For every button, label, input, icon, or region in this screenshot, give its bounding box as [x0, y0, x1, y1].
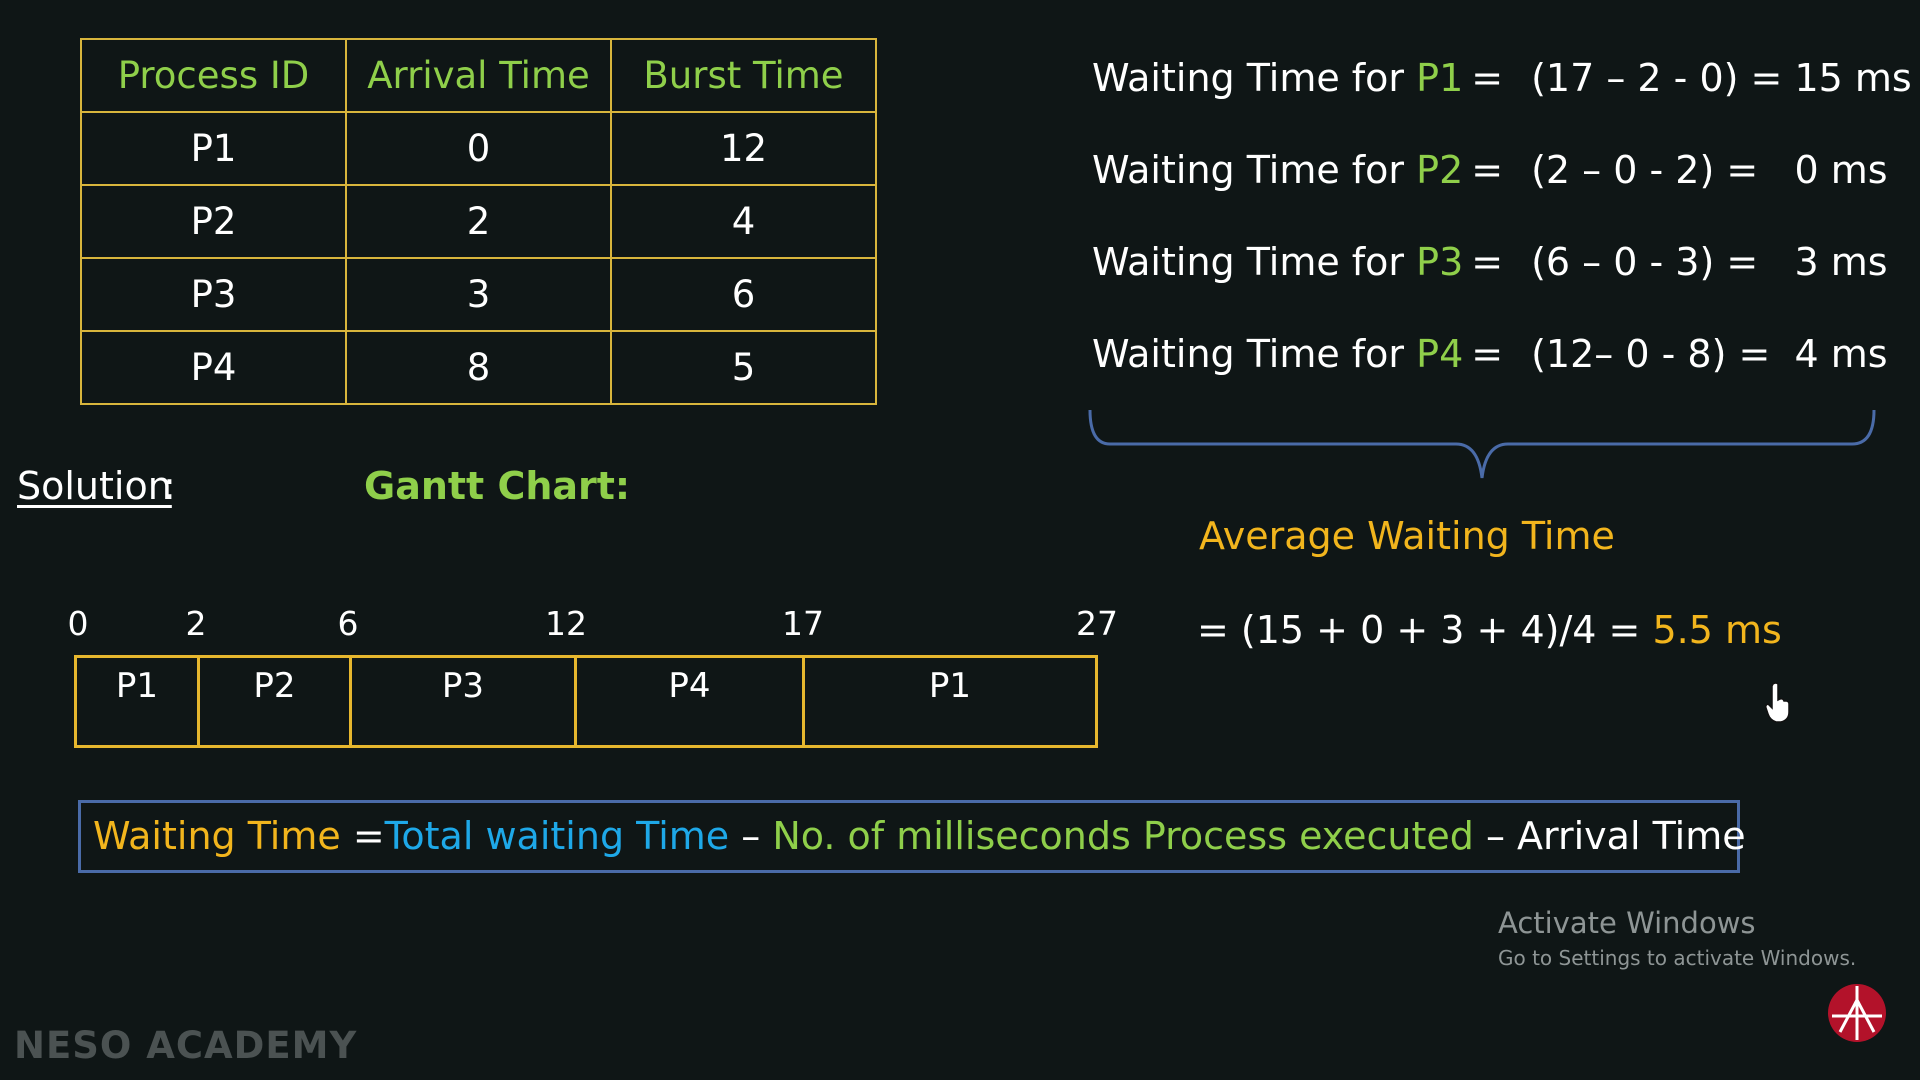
formula-total-waiting-time: Total waiting Time	[384, 814, 730, 858]
waiting-time-prefix: Waiting Time for	[1092, 240, 1405, 284]
table-row: P4 8 5	[80, 330, 877, 405]
formula-minus: –	[729, 814, 773, 858]
gantt-block: P1	[77, 658, 200, 745]
waiting-time-prefix: Waiting Time for	[1092, 332, 1405, 376]
cell-arrival-time: 2	[345, 184, 612, 259]
formula-arrival-time: Arrival Time	[1517, 814, 1746, 858]
cell-arrival-time: 8	[345, 330, 612, 405]
cell-process-id: P4	[80, 330, 347, 405]
activate-windows-title: Activate Windows	[1498, 906, 1756, 940]
waiting-time-pid: P1	[1416, 56, 1464, 100]
cell-arrival-time: 0	[345, 111, 612, 186]
header-process-id: Process ID	[80, 38, 347, 113]
solution-label: Solution	[17, 464, 172, 508]
waiting-time-equals: =	[1471, 56, 1504, 100]
hand-cursor-icon	[1765, 682, 1790, 723]
waiting-time-line-p3: Waiting Time for P3 = (6 – 0 - 3) = 3 ms	[1092, 240, 1888, 284]
waiting-time-expression: (2 – 0 - 2) = 0 ms	[1531, 148, 1888, 192]
gantt-time-tick: 27	[1076, 604, 1118, 643]
formula-waiting-time: Waiting Time	[93, 814, 341, 858]
table-row: P3 3 6	[80, 257, 877, 332]
gantt-block: P1	[928, 666, 972, 706]
waiting-time-equals: =	[1471, 148, 1504, 192]
gantt-time-tick: 2	[185, 604, 207, 643]
waiting-time-expression: (6 – 0 - 3) = 3 ms	[1531, 240, 1888, 284]
cell-burst-time: 6	[610, 257, 877, 332]
cell-process-id: P2	[80, 184, 347, 259]
gantt-block: P3	[352, 658, 577, 745]
average-waiting-time-formula: = (15 + 0 + 3 + 4)/4 = 5.5 ms	[1197, 608, 1782, 652]
header-burst-time: Burst Time	[610, 38, 877, 113]
waiting-time-formula-box: Waiting Time =Total waiting Time – No. o…	[78, 800, 1746, 873]
waiting-time-equals: =	[1471, 332, 1504, 376]
waiting-time-line-p2: Waiting Time for P2 = (2 – 0 - 2) = 0 ms	[1092, 148, 1888, 192]
formula-equals: =	[340, 814, 385, 858]
table-header-row: Process ID Arrival Time Burst Time	[80, 38, 877, 113]
gantt-time-tick: 12	[545, 604, 587, 643]
header-arrival-time: Arrival Time	[345, 38, 612, 113]
gantt-bar: P1 P2 P3 P4 P1	[74, 655, 1098, 748]
waiting-time-prefix: Waiting Time for	[1092, 148, 1405, 192]
gantt-block: P4	[577, 658, 805, 745]
average-waiting-time-title: Average Waiting Time	[1199, 514, 1615, 558]
waiting-time-line-p1: Waiting Time for P1 = (17 – 2 - 0) = 15 ms	[1092, 56, 1912, 100]
formula-ms-executed: No. of milliseconds Process executed	[772, 814, 1474, 858]
waiting-time-pid: P4	[1416, 332, 1464, 376]
waiting-time-expression: (12– 0 - 8) = 4 ms	[1531, 332, 1888, 376]
gantt-time-tick: 6	[337, 604, 359, 643]
formula-minus: –	[1473, 814, 1518, 858]
cell-arrival-time: 3	[345, 257, 612, 332]
waiting-time-pid: P3	[1416, 240, 1464, 284]
waiting-time-expression: (17 – 2 - 0) = 15 ms	[1531, 56, 1912, 100]
waiting-time-equals: =	[1471, 240, 1504, 284]
gantt-time-tick: 17	[782, 604, 824, 643]
activate-windows-subtitle: Go to Settings to activate Windows.	[1498, 946, 1857, 970]
gantt-time-axis: 0 2 6 12 17 27	[0, 604, 1920, 648]
table-row: P1 0 12	[80, 111, 877, 186]
solution-colon: :	[163, 464, 176, 508]
gantt-time-tick: 0	[67, 604, 89, 643]
average-formula-text: = (15 + 0 + 3 + 4)/4 =	[1197, 608, 1653, 652]
neso-academy-logo: NESO ACADEMY	[14, 1024, 358, 1067]
cell-process-id: P3	[80, 257, 347, 332]
neso-emblem-icon	[1828, 984, 1886, 1042]
waiting-time-prefix: Waiting Time for	[1092, 56, 1405, 100]
gantt-block: P2	[200, 658, 352, 745]
gantt-chart-title: Gantt Chart:	[364, 464, 631, 508]
process-table: Process ID Arrival Time Burst Time P1 0 …	[80, 38, 877, 405]
cell-burst-time: 12	[610, 111, 877, 186]
curly-brace-icon	[1088, 409, 1876, 479]
waiting-time-line-p4: Waiting Time for P4 = (12– 0 - 8) = 4 ms	[1092, 332, 1888, 376]
waiting-time-pid: P2	[1416, 148, 1464, 192]
cell-burst-time: 5	[610, 330, 877, 405]
cell-burst-time: 4	[610, 184, 877, 259]
cell-process-id: P1	[80, 111, 347, 186]
average-result: 5.5 ms	[1652, 608, 1782, 652]
table-row: P2 2 4	[80, 184, 877, 259]
